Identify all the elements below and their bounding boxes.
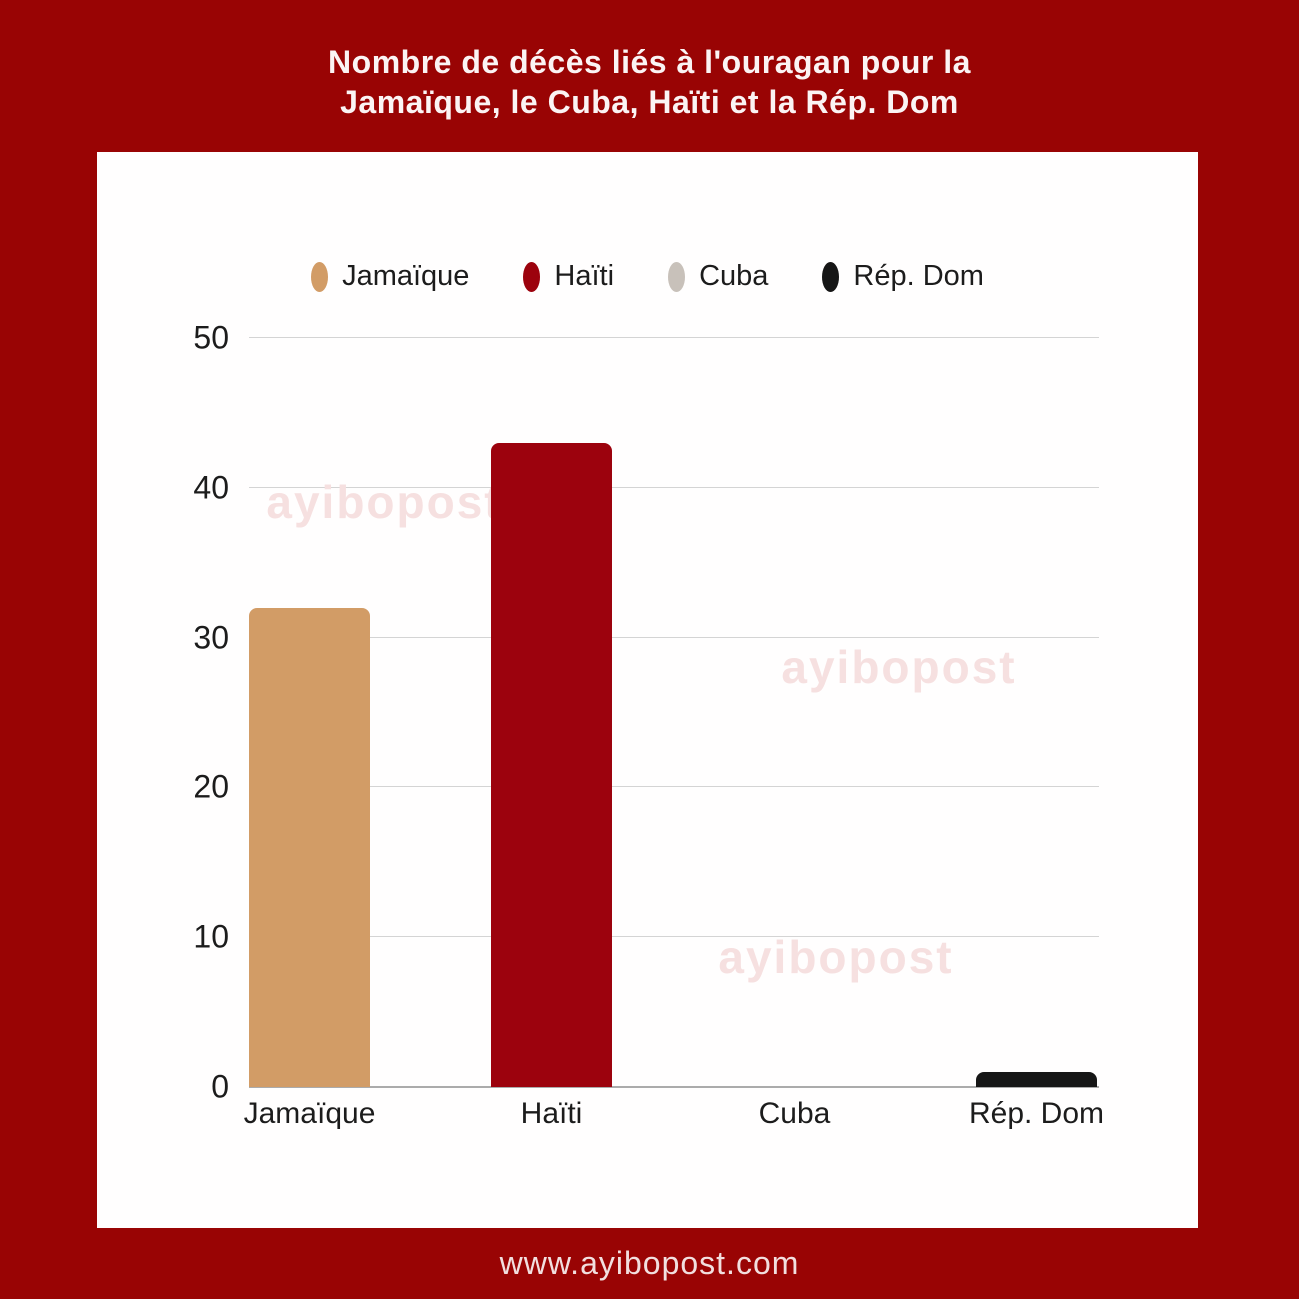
- chart-title: Nombre de décès liés à l'ouragan pour la…: [0, 0, 1299, 152]
- legend-dot-icon: [668, 261, 686, 292]
- plot-area: ayibopost ayibopost ayibopost 0 10 20 30 40 5…: [193, 320, 1104, 1131]
- gridline-40: [249, 486, 1099, 488]
- y-tick-label-30: 30: [193, 619, 229, 656]
- legend-dot-icon: [523, 261, 541, 292]
- x-axis-label-0: Jamaïque: [243, 1097, 376, 1130]
- gridline-50: [249, 337, 1099, 338]
- bar-r-p-dom: [976, 1072, 1097, 1087]
- x-axis-line: [249, 1086, 1099, 1088]
- footer-url-link[interactable]: www.ayibopost.com: [499, 1245, 800, 1281]
- legend-item-2[interactable]: Cuba: [668, 260, 768, 293]
- legend-label: Jamaïque: [342, 260, 470, 292]
- legend-dot-icon: [822, 261, 840, 292]
- chart-title-line1: Nombre de décès liés à l'ouragan pour la: [328, 44, 971, 80]
- chart-legend: Jamaïque Haïti Cuba Rép. Dom: [97, 260, 1198, 293]
- x-axis-label-1: Haïti: [520, 1097, 583, 1130]
- gridline-20: [249, 786, 1099, 788]
- legend-label: Cuba: [699, 260, 769, 292]
- y-tick-label-50: 50: [193, 319, 229, 356]
- legend-item-1[interactable]: Haïti: [523, 260, 614, 293]
- legend-dot-icon: [311, 261, 329, 292]
- y-tick-label-10: 10: [193, 918, 229, 955]
- watermark-ayibopost: ayibopost: [266, 476, 502, 528]
- bar-jama-que: [249, 607, 370, 1087]
- legend-item-0[interactable]: Jamaïque: [311, 260, 469, 293]
- watermark-ayibopost: ayibopost: [781, 641, 1017, 693]
- legend-label: Rép. Dom: [853, 260, 984, 292]
- y-tick-label-40: 40: [193, 469, 229, 506]
- watermark-ayibopost: ayibopost: [718, 931, 954, 983]
- legend-label: Haïti: [554, 260, 615, 292]
- y-tick-label-20: 20: [193, 768, 229, 805]
- bar-ha-ti: [491, 442, 612, 1087]
- footer-band: www.ayibopost.com: [0, 1228, 1299, 1299]
- chart-card: Jamaïque Haïti Cuba Rép. Dom ayibopost ayib…: [97, 152, 1198, 1228]
- legend-item-3[interactable]: Rép. Dom: [822, 260, 984, 293]
- gridline-30: [249, 636, 1099, 638]
- x-axis-label-3: Rép. Dom: [968, 1097, 1105, 1130]
- x-axis-label-2: Cuba: [758, 1097, 831, 1130]
- gridline-10: [249, 936, 1099, 938]
- chart-title-line2: Jamaïque, le Cuba, Haïti et la Rép. Dom: [340, 84, 959, 120]
- y-tick-label-0: 0: [211, 1068, 229, 1105]
